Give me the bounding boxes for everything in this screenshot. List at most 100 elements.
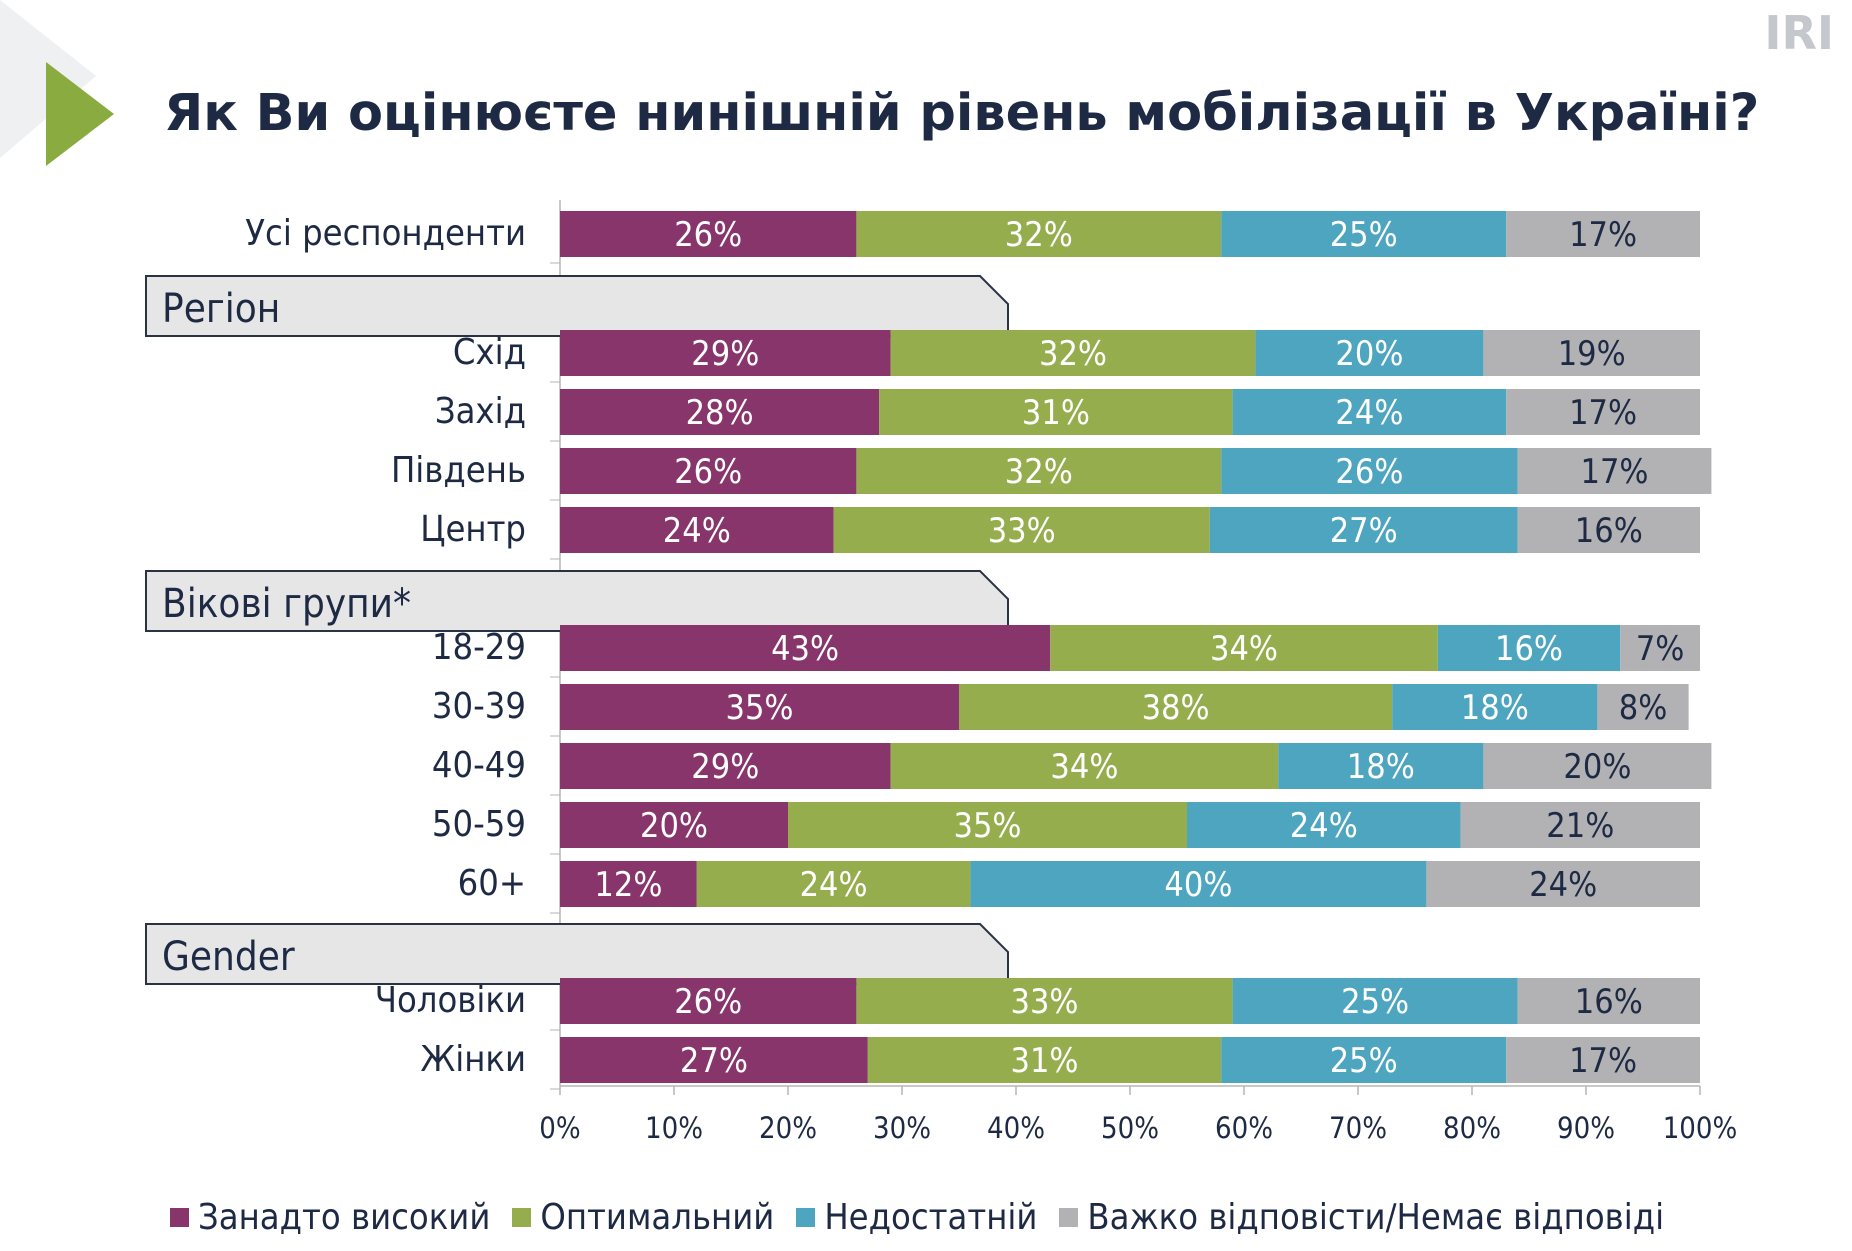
- bar-segment: [1255, 330, 1484, 376]
- bar-segment: [970, 861, 1427, 907]
- data-label: 18%: [1347, 747, 1415, 787]
- bar-segment: [1597, 684, 1689, 730]
- bar-segment: [788, 802, 1187, 848]
- x-tick-label: 20%: [759, 1111, 817, 1145]
- bar-segment: [560, 684, 959, 730]
- bar-segment: [560, 389, 880, 435]
- data-label: 35%: [726, 688, 794, 728]
- bar-segment: [1517, 507, 1700, 553]
- bar-segment: [1221, 1037, 1507, 1083]
- section-header: Gender: [145, 923, 1009, 985]
- bar-segment: [1620, 625, 1700, 671]
- data-label: 27%: [1330, 511, 1398, 551]
- section-box: [145, 275, 1009, 337]
- bar-segment: [1232, 389, 1507, 435]
- section-box: [145, 570, 1009, 632]
- data-label: 28%: [686, 393, 754, 433]
- category-label: Захід: [435, 391, 526, 432]
- data-label: 24%: [1529, 865, 1597, 905]
- category-label: Центр: [420, 509, 526, 550]
- bar-segment: [1232, 978, 1518, 1024]
- legend-swatch: [512, 1207, 532, 1227]
- legend-swatch: [1059, 1207, 1079, 1227]
- data-label: 16%: [1495, 629, 1563, 669]
- data-label: 32%: [1039, 334, 1107, 374]
- section-header: Регіон: [145, 275, 1009, 337]
- data-label: 17%: [1569, 1041, 1637, 1081]
- data-label: 24%: [800, 865, 868, 905]
- section-header: Вікові групи*: [145, 570, 1009, 632]
- x-tick-label: 60%: [1215, 1111, 1273, 1145]
- bar-segment: [1221, 211, 1507, 257]
- data-label: 24%: [663, 511, 731, 551]
- data-label: 17%: [1569, 393, 1637, 433]
- legend-swatch: [796, 1207, 816, 1227]
- legend-item: Оптимальний: [512, 1197, 774, 1238]
- category-label: 18-29: [432, 627, 526, 668]
- data-label: 34%: [1210, 629, 1278, 669]
- legend-item: Недостатній: [796, 1197, 1037, 1238]
- data-label: 25%: [1341, 982, 1409, 1022]
- x-tick-label: 40%: [987, 1111, 1045, 1145]
- data-label: 12%: [594, 865, 662, 905]
- data-label: 21%: [1546, 806, 1614, 846]
- category-label: Жінки: [420, 1039, 526, 1080]
- data-label: 31%: [1022, 393, 1090, 433]
- data-label: 26%: [674, 452, 742, 492]
- bar-segment: [1426, 861, 1700, 907]
- bar-segment: [856, 448, 1222, 494]
- data-label: 32%: [1005, 215, 1073, 255]
- legend-item: Важко відповісти/Немає відповіді: [1059, 1197, 1664, 1238]
- data-label: 8%: [1619, 688, 1668, 728]
- legend-label: Недостатній: [824, 1196, 1038, 1238]
- section-label: Вікові групи*: [162, 581, 411, 627]
- data-label: 33%: [1011, 982, 1079, 1022]
- data-label: 25%: [1330, 215, 1398, 255]
- legend-swatch: [170, 1207, 189, 1227]
- data-label: 31%: [1011, 1041, 1079, 1081]
- bar-segment: [560, 448, 857, 494]
- page-title: Як Ви оцінюєте нинішній рівень мобілізац…: [164, 84, 1760, 143]
- category-label: Південь: [391, 450, 526, 491]
- play-arrow-icon: [46, 62, 114, 166]
- bar-segment: [867, 1037, 1222, 1083]
- legend-label: Занадто високий: [198, 1196, 491, 1238]
- bar-segment: [560, 861, 697, 907]
- data-label: 33%: [988, 511, 1056, 551]
- x-tick-label: 30%: [873, 1111, 931, 1145]
- data-label: 25%: [1330, 1041, 1398, 1081]
- data-label: 34%: [1050, 747, 1118, 787]
- section-label: Регіон: [162, 286, 280, 332]
- brand-logo: IRI: [1764, 6, 1834, 60]
- bar-segment: [1392, 684, 1598, 730]
- data-label: 43%: [771, 629, 839, 669]
- section-label: Gender: [162, 934, 295, 980]
- bar-segment: [856, 211, 1222, 257]
- bar-segment: [560, 978, 857, 1024]
- data-label: 38%: [1142, 688, 1210, 728]
- data-label: 24%: [1335, 393, 1403, 433]
- bar-segment: [1483, 743, 1712, 789]
- bar-segment: [1209, 507, 1518, 553]
- bar-segment: [1460, 802, 1700, 848]
- data-label: 20%: [1563, 747, 1631, 787]
- data-label: 16%: [1575, 511, 1643, 551]
- x-tick-label: 50%: [1101, 1111, 1159, 1145]
- data-label: 7%: [1636, 629, 1685, 669]
- x-tick-label: 0%: [539, 1111, 580, 1145]
- legend-label: Важко відповісти/Немає відповіді: [1087, 1196, 1665, 1238]
- x-tick-label: 80%: [1443, 1111, 1501, 1145]
- x-tick-label: 100%: [1663, 1111, 1738, 1145]
- category-label: 30-39: [432, 686, 526, 727]
- bar-segment: [560, 330, 891, 376]
- bar-segment: [560, 1037, 868, 1083]
- data-label: 29%: [691, 747, 759, 787]
- category-label: 60+: [458, 863, 526, 904]
- data-label: 40%: [1164, 865, 1232, 905]
- bar-segment: [1517, 978, 1700, 1024]
- bar-segment: [1517, 448, 1712, 494]
- legend-label: Оптимальний: [540, 1196, 775, 1238]
- x-tick-label: 90%: [1557, 1111, 1615, 1145]
- bar-segment: [1506, 211, 1700, 257]
- data-label: 18%: [1461, 688, 1529, 728]
